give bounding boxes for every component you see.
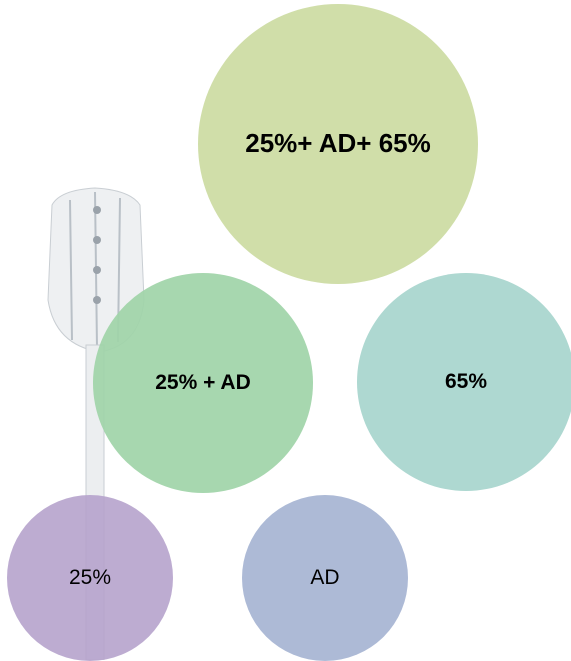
node-label: 25% + AD — [155, 371, 251, 395]
circle-node: 25% — [7, 495, 173, 661]
node-label: AD — [310, 566, 339, 590]
node-label: 25%+ AD+ 65% — [243, 126, 433, 161]
turbine-bolt — [93, 206, 101, 214]
circle-node: AD — [242, 495, 408, 661]
page: 25%+ AD+ 65% 25% + AD 65% 25% AD (() => … — [0, 0, 571, 660]
circle-node: 65% — [357, 273, 571, 491]
circle-node: 25% + AD — [93, 273, 313, 493]
turbine-bolt — [93, 296, 101, 304]
node-label: 65% — [445, 370, 487, 394]
turbine-bolt — [93, 266, 101, 274]
circle-node: 25%+ AD+ 65% — [198, 4, 478, 284]
node-label: 25% — [69, 566, 111, 590]
turbine-bolt — [93, 236, 101, 244]
